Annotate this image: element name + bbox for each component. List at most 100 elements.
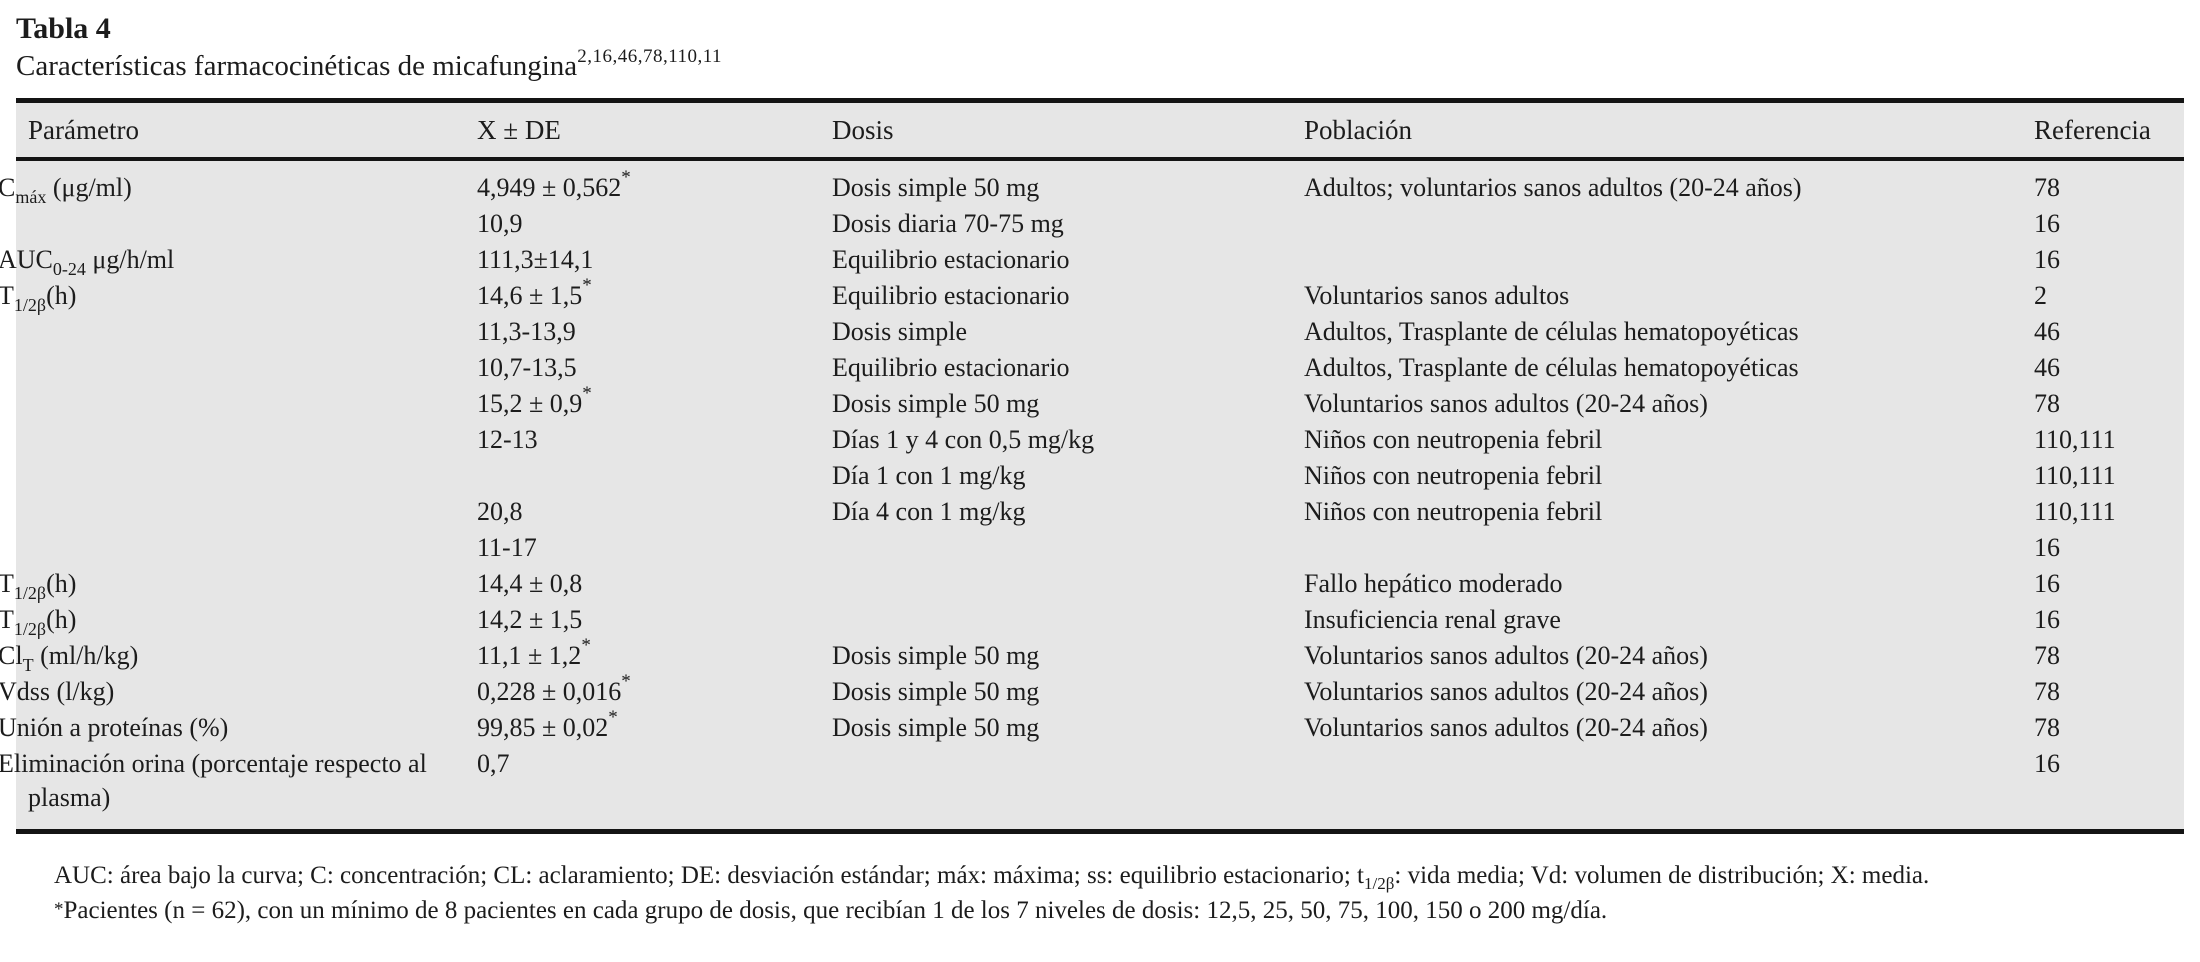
- value-text: 4,949 ± 0,562: [477, 173, 622, 202]
- population-cell: Voluntarios sanos adultos (20-24 años): [1304, 389, 1708, 418]
- table-caption: Tabla 4 Características farmacocinéticas…: [16, 10, 2184, 85]
- table-row: 12-13 Días 1 y 4 con 0,5 mg/kg Niños con…: [16, 422, 2184, 458]
- column-header-dosis: Dosis: [832, 100, 1304, 161]
- abbrev-pre: AUC: área bajo la curva; C: concentració…: [54, 862, 1364, 889]
- population-cell: Adultos, Trasplante de células hematopoy…: [1304, 317, 1799, 346]
- dose-cell: Equilibrio estacionario: [832, 281, 1070, 310]
- param-cell: ClT (ml/h/kg): [0, 638, 477, 674]
- table-row: 10,7-13,5 Equilibrio estacionario Adulto…: [16, 350, 2184, 386]
- value-text: 11,3-13,9: [477, 317, 576, 346]
- reference-cell: 110,111: [2034, 461, 2116, 490]
- table-row: T1/2β(h) 14,6 ± 1,5* Equilibrio estacion…: [0, 275, 2184, 315]
- dose-cell: Dosis simple 50 mg: [832, 677, 1040, 706]
- dose-cell: [832, 746, 1304, 832]
- table-subtitle: Características farmacocinéticas de mica…: [16, 47, 2184, 85]
- value-cell: 0,228 ± 0,016*: [477, 671, 832, 710]
- dose-cell: [832, 566, 1304, 602]
- param-cell: Eliminación orina (porcentaje respecto a…: [0, 746, 477, 832]
- value-asterisk: *: [621, 671, 631, 693]
- reference-cell: 2: [2034, 281, 2047, 310]
- title-reference-superscript: 2,16,46,78,110,11: [577, 46, 723, 68]
- pharmacokinetics-table: Parámetro X ± DE Dosis Población Referen…: [0, 98, 2184, 834]
- dose-cell: Día 1 con 1 mg/kg: [832, 461, 1026, 490]
- value-cell: 11,1 ± 1,2*: [477, 636, 832, 674]
- table-header-row: Parámetro X ± DE Dosis Población Referen…: [16, 100, 2184, 161]
- value-text: 14,2 ± 1,5: [477, 605, 583, 634]
- param-cell: AUC0-24 μg/h/ml: [0, 242, 477, 279]
- table-row: 20,8 Día 4 con 1 mg/kg Niños con neutrop…: [16, 494, 2184, 530]
- dose-cell: [832, 602, 1304, 638]
- value-text: 20,8: [477, 497, 523, 526]
- param-rest: (h): [46, 281, 77, 310]
- table-row: Unión a proteínas (%) 99,85 ± 0,02* Dosi…: [0, 707, 2184, 746]
- abbrev-post: : vida media; Vd: volumen de distribució…: [1394, 862, 1930, 889]
- param-subscript: máx: [15, 187, 47, 207]
- param-main: T: [0, 569, 14, 598]
- value-asterisk: *: [582, 275, 592, 297]
- dose-cell: [832, 530, 1304, 566]
- footnote-asterisk-text: Pacientes (n = 62), con un mínimo de 8 p…: [63, 897, 1608, 924]
- value-text: 15,2 ± 0,9: [477, 389, 583, 418]
- param-main: Cl: [0, 641, 23, 670]
- value-cell: 14,6 ± 1,5*: [477, 275, 832, 314]
- dose-cell: Dosis simple: [832, 317, 968, 346]
- param-subscript: 1/2β: [13, 619, 47, 639]
- param-cell: T1/2β(h): [0, 602, 477, 639]
- param-main: Eliminación orina (porcentaje respecto a…: [0, 749, 427, 812]
- table-row: Cmáx (μg/ml) 4,949 ± 0,562* Dosis simple…: [0, 159, 2184, 207]
- population-cell: Niños con neutropenia febril: [1304, 425, 1603, 454]
- param-cell: [16, 350, 477, 386]
- value-asterisk: *: [608, 707, 618, 729]
- value-cell: [477, 458, 832, 494]
- population-cell: [1304, 242, 2034, 278]
- value-text: 14,6 ± 1,5: [477, 281, 583, 310]
- value-cell: 10,7-13,5: [477, 350, 832, 386]
- population-cell: [1304, 746, 2034, 832]
- dose-cell: Dosis simple 50 mg: [832, 713, 1040, 742]
- population-cell: [1304, 530, 2034, 566]
- reference-cell: 78: [2034, 641, 2060, 670]
- column-header-poblacion: Población: [1304, 100, 2034, 161]
- footnote-abbreviations: AUC: área bajo la curva; C: concentració…: [16, 858, 2184, 893]
- value-cell: 10,9: [477, 206, 832, 242]
- footnote-asterisk-mark: *: [54, 899, 64, 920]
- value-cell: 14,4 ± 0,8: [477, 566, 832, 602]
- reference-cell: 110,111: [2034, 425, 2116, 454]
- value-text: 0,7: [477, 749, 510, 778]
- value-text: 12-13: [477, 425, 538, 454]
- table-title: Tabla 4: [16, 12, 111, 45]
- reference-cell: 16: [2034, 569, 2060, 598]
- population-cell: Voluntarios sanos adultos (20-24 años): [1304, 713, 1708, 742]
- param-cell: Vdss (l/kg): [0, 674, 477, 710]
- param-rest: μg/h/ml: [85, 245, 175, 274]
- param-subscript: 1/2β: [13, 583, 47, 603]
- reference-cell: 78: [2034, 713, 2060, 742]
- value-text: 10,7-13,5: [477, 353, 577, 382]
- value-text: 111,3±14,1: [477, 245, 594, 274]
- population-cell: Voluntarios sanos adultos: [1304, 281, 1570, 310]
- value-cell: 11,3-13,9: [477, 314, 832, 350]
- param-cell: Unión a proteínas (%): [0, 710, 477, 746]
- table-row: 10,9 Dosis diaria 70-75 mg 16: [16, 206, 2184, 242]
- value-text: 99,85 ± 0,02: [477, 713, 609, 742]
- reference-cell: 110,111: [2034, 497, 2116, 526]
- column-header-x-de: X ± DE: [477, 100, 832, 161]
- table-row: Vdss (l/kg) 0,228 ± 0,016* Dosis simple …: [0, 671, 2184, 710]
- param-main: Unión a proteínas (%): [0, 713, 229, 742]
- reference-cell: 16: [2034, 533, 2060, 562]
- param-subscript: 1/2β: [13, 295, 47, 315]
- table-row: Día 1 con 1 mg/kg Niños con neutropenia …: [16, 458, 2184, 494]
- param-cell: T1/2β(h): [0, 566, 477, 603]
- dose-cell: Dosis simple 50 mg: [832, 641, 1040, 670]
- reference-cell: 78: [2034, 173, 2060, 202]
- value-cell: 0,7: [477, 746, 832, 832]
- dose-cell: Dosis diaria 70-75 mg: [832, 209, 1064, 238]
- dose-cell: Días 1 y 4 con 0,5 mg/kg: [832, 425, 1095, 454]
- population-cell: Niños con neutropenia febril: [1304, 461, 1603, 490]
- dose-cell: Equilibrio estacionario: [832, 353, 1070, 382]
- param-cell: [16, 206, 477, 242]
- param-subscript: 0-24: [52, 259, 86, 279]
- dose-cell: Dosis simple 50 mg: [832, 173, 1040, 202]
- param-main: C: [0, 173, 16, 202]
